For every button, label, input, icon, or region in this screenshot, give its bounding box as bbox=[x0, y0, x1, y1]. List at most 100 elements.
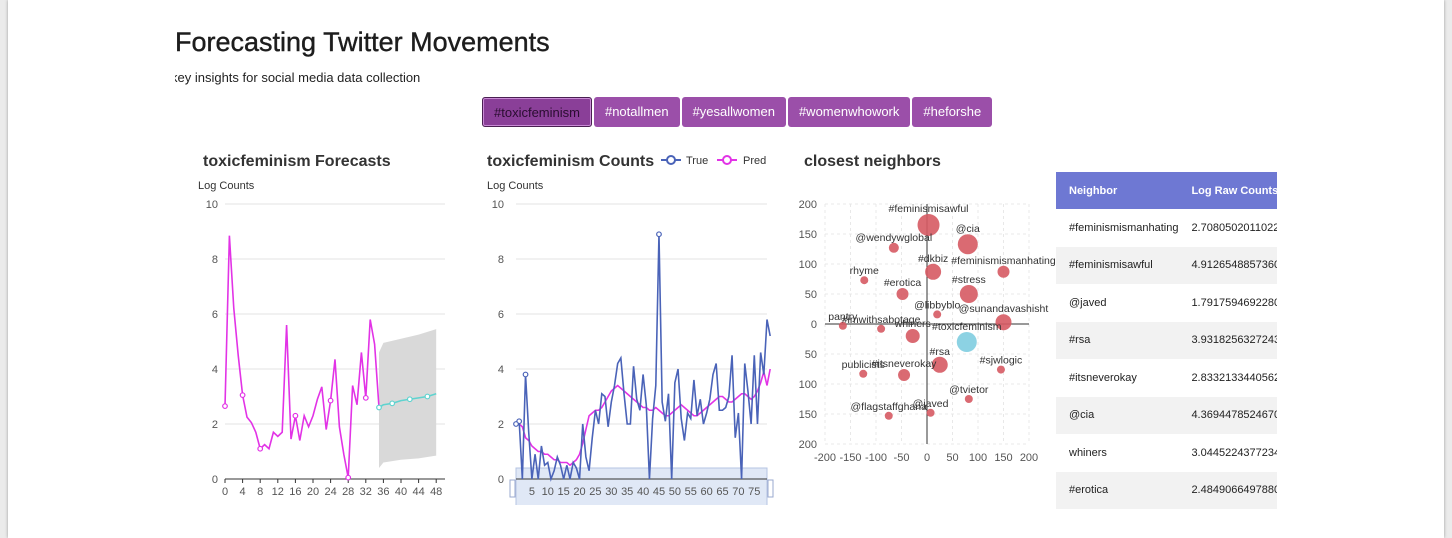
x-tick-label: 50 bbox=[669, 486, 681, 498]
bubble-label: #rsa bbox=[930, 346, 951, 358]
neighbors-table: Neighbor Log Raw Counts #feminismismanha… bbox=[1056, 172, 1277, 509]
table-row: #feminismisawful 4.91265488573605 bbox=[1056, 246, 1277, 284]
forecast-point bbox=[424, 393, 431, 400]
true-point bbox=[513, 421, 519, 427]
cell-count: 3.04452243772342 bbox=[1191, 446, 1277, 459]
y-tick-label: 6 bbox=[498, 309, 504, 321]
cell-neighbor: @cia bbox=[1056, 396, 1179, 434]
x-tick-label: 60 bbox=[701, 486, 713, 498]
zoom-handle-right bbox=[767, 479, 774, 498]
history-line bbox=[224, 235, 380, 478]
x-tick-label: 28 bbox=[342, 486, 354, 498]
y-tick-label: 4 bbox=[212, 364, 218, 376]
bubble bbox=[888, 242, 899, 253]
legend-true-label: True bbox=[686, 155, 708, 167]
bubble bbox=[860, 276, 869, 285]
bubble-label: #feminismismanhating bbox=[951, 255, 1056, 267]
cell-neighbor: #itsneverokay bbox=[1069, 371, 1137, 384]
bubble bbox=[896, 288, 909, 300]
x-tick-label: -50 bbox=[894, 452, 910, 464]
bubble-label: @cia bbox=[956, 223, 980, 235]
y-tick-label: 200 bbox=[799, 199, 817, 211]
y-tick-label: 100 bbox=[799, 379, 817, 391]
cell-count: 2.83321334405622 bbox=[1191, 371, 1277, 384]
forecast-point bbox=[389, 400, 396, 407]
x-tick-label: 40 bbox=[395, 486, 407, 498]
legend-pred-marker bbox=[722, 155, 732, 165]
y-tick-label: 50 bbox=[805, 349, 817, 361]
true-point bbox=[656, 231, 662, 238]
table-header-row: Neighbor Log Raw Counts bbox=[1056, 172, 1277, 209]
table-row: #rsa 3.93182563272433 bbox=[1056, 321, 1277, 359]
y-tick-label: 2 bbox=[212, 419, 218, 431]
bubble-label: #feminismisawful bbox=[889, 203, 969, 215]
cell-count: 3.93182563272433 bbox=[1178, 321, 1277, 359]
tab-toxicfeminism[interactable]: #toxicfeminism bbox=[482, 97, 592, 127]
y-tick-label: 150 bbox=[799, 229, 817, 241]
bubble bbox=[905, 329, 920, 343]
y-tick-label: 150 bbox=[799, 409, 817, 421]
x-tick-label: 200 bbox=[1020, 452, 1038, 464]
x-tick-label: 4 bbox=[240, 486, 246, 498]
x-tick-label: 55 bbox=[685, 486, 697, 498]
tab-notallmen[interactable]: #notallmen bbox=[593, 97, 680, 127]
x-tick-label: 150 bbox=[994, 452, 1012, 464]
y-tick-label: 10 bbox=[492, 199, 504, 211]
bubble-label: #sjwlogic bbox=[980, 355, 1023, 367]
history-point bbox=[257, 445, 264, 452]
bubble-label: @sunandavashisht bbox=[959, 303, 1049, 315]
bubble bbox=[838, 321, 847, 330]
y-tick-label: 10 bbox=[206, 199, 218, 211]
x-tick-label: 8 bbox=[257, 486, 263, 498]
table-row: #erotica 2.48490664978800 bbox=[1056, 471, 1277, 509]
x-tick-label: -150 bbox=[839, 452, 861, 464]
hashtag-tabs: #toxicfeminism #notallmen #yesallwomen #… bbox=[482, 97, 993, 127]
column-header-log-raw-counts[interactable]: Log Raw Counts bbox=[1178, 172, 1277, 209]
page: Forecasting Twitter Movements key insigh… bbox=[8, 0, 1444, 538]
history-point bbox=[362, 394, 369, 401]
x-tick-label: 35 bbox=[621, 486, 633, 498]
page-subtitle: key insights for social media data colle… bbox=[175, 70, 421, 85]
bubble-label: #erotica bbox=[884, 277, 922, 289]
history-point bbox=[327, 397, 334, 404]
tab-yesallwomen[interactable]: #yesallwomen bbox=[681, 97, 786, 127]
x-tick-label: 25 bbox=[589, 486, 601, 498]
bubble-label: @wendywglobal bbox=[856, 232, 933, 244]
x-tick-label: 30 bbox=[605, 486, 617, 498]
x-tick-label: 24 bbox=[324, 486, 336, 498]
y-tick-label: 0 bbox=[212, 474, 218, 486]
bubble bbox=[917, 214, 940, 236]
x-tick-label: 50 bbox=[946, 452, 958, 464]
cell-neighbor: @javed bbox=[1069, 296, 1107, 309]
bubble-label: @tvietor bbox=[949, 384, 989, 396]
x-tick-label: 75 bbox=[748, 486, 760, 498]
y-axis-label: Log Counts bbox=[198, 180, 255, 192]
x-tick-label: 45 bbox=[653, 486, 665, 498]
tab-womenwhowork[interactable]: #womenwhowork bbox=[787, 97, 911, 127]
x-tick-label: 0 bbox=[924, 452, 930, 464]
x-tick-label: 48 bbox=[430, 486, 442, 498]
history-point bbox=[239, 392, 246, 399]
table-row: whiners 3.04452243772342 bbox=[1056, 434, 1277, 472]
bubble bbox=[925, 263, 942, 280]
x-tick-label: 5 bbox=[529, 486, 535, 498]
bubble bbox=[884, 411, 893, 420]
y-tick-label: 6 bbox=[212, 309, 218, 321]
x-tick-label: 36 bbox=[377, 486, 389, 498]
cell-neighbor: whiners bbox=[1069, 446, 1107, 459]
neighbors-chart: -200 -150 -100 -50 0 50 100 150 200 200 150 100 50 0 5… bbox=[799, 199, 1056, 464]
tab-heforshe[interactable]: #heforshe bbox=[912, 97, 993, 127]
y-tick-label: 0 bbox=[811, 319, 817, 331]
y-tick-label: 4 bbox=[498, 364, 504, 376]
cell-count: 2.48490664978800 bbox=[1178, 471, 1277, 509]
column-header-neighbor[interactable]: Neighbor bbox=[1056, 172, 1179, 209]
bubble-label: #imwithsabotage bbox=[842, 314, 921, 326]
x-tick-label: -200 bbox=[814, 452, 836, 464]
x-tick-label: 0 bbox=[222, 486, 228, 498]
forecast-chart-title: toxicfeminism Forecasts bbox=[203, 153, 391, 170]
bubble bbox=[996, 365, 1005, 374]
x-tick-label: 15 bbox=[558, 486, 570, 498]
cell-count: 4.36944785246702 bbox=[1178, 396, 1277, 434]
bubble bbox=[964, 395, 973, 403]
cell-neighbor: #feminismisawful bbox=[1056, 246, 1179, 284]
